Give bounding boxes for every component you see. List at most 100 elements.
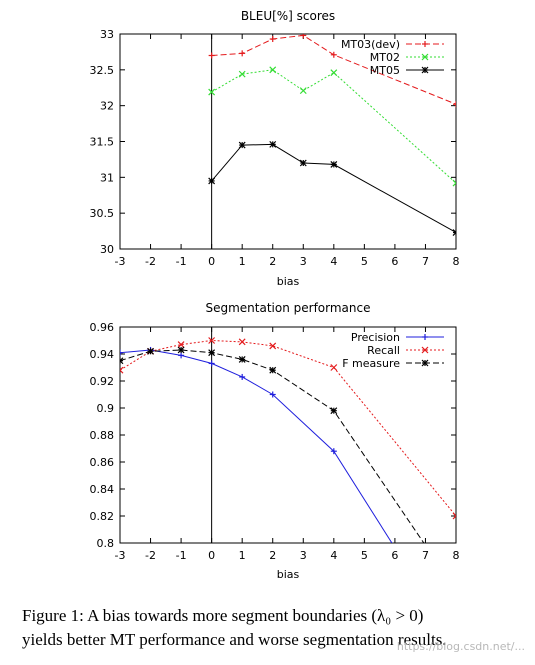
data-point [330,364,338,371]
data-point [239,50,246,57]
legend-marker [421,53,429,61]
x-tick-label: 1 [239,255,246,268]
chart-panel-1: BLEU[%] scores -3 -2 -1 0 1 2 3 4 5 6 7 8 30 30.5 31 31.… [90,9,460,288]
x-tick-label: 8 [453,255,460,268]
y-tick-label: 33 [100,28,114,41]
series-line-3 [120,349,425,543]
plot-frame [119,33,457,250]
x-tick-label: -1 [176,549,187,562]
y-tick-label: 0.9 [97,402,115,415]
data-point [269,140,277,148]
x-axis-label: bias [277,275,300,288]
data-point [238,338,246,346]
series-line-3 [211,143,456,233]
x-tick-label: 0 [208,549,215,562]
x-tick-label: -1 [176,255,187,268]
data-point [453,587,459,593]
figure-caption: Figure 1: A bias towards more segment bo… [22,604,532,652]
x-tick-label: 3 [300,549,307,562]
data-point [147,347,154,355]
data-point [452,229,456,236]
data-point [269,342,277,350]
caption-line-2: yields better MT performance and worse s… [22,630,447,649]
series-line-1 [211,34,456,105]
data-point [208,88,216,96]
legend-label: Recall [367,344,400,357]
y-tick-label: 31 [100,171,114,184]
x-tick-label: 6 [391,255,398,268]
x-tick-label: 6 [391,549,398,562]
legend-marker [422,41,428,47]
y-tick-label: 32.5 [90,64,115,77]
y-tick-label: 30.5 [90,207,115,220]
data-point [330,407,338,415]
series-group [208,34,456,236]
data-point [239,373,246,380]
series-line-2 [120,339,456,517]
y-tick-label: 0.88 [90,429,115,442]
y-tick-label: 0.96 [90,321,115,334]
data-point [330,448,337,455]
plot-frame [119,326,457,544]
x-tick-label: 4 [330,549,337,562]
data-point [208,52,215,59]
x-tick-label: 5 [361,255,368,268]
series-line-1 [120,349,393,543]
data-point [238,70,246,78]
x-tick-label: -2 [145,549,156,562]
legend-marker [421,359,429,367]
data-point [269,36,276,43]
y-tick-label: 0.84 [90,483,115,496]
data-point [120,349,123,356]
data-point [330,51,337,58]
x-tick-label: 8 [453,549,460,562]
y-tick-label: 32 [100,100,114,113]
data-point [208,177,216,185]
legend-label: MT03(dev) [341,38,400,51]
chart-title: Segmentation performance [205,301,370,315]
data-point [208,349,216,357]
data-point [208,360,215,367]
data-point [330,161,338,168]
data-point [208,337,216,344]
data-point [299,159,307,167]
legend-label: MT05 [370,64,400,77]
x-axis-label: bias [277,568,300,581]
y-tick-label: 31.5 [90,136,115,149]
data-point [453,101,456,108]
data-point [269,366,277,374]
data-point [300,34,307,39]
watermark: https://blog.csdn.net/... [396,640,525,653]
x-tick-label: 0 [208,255,215,268]
x-tick-label: 4 [330,255,337,268]
x-tick-label: -3 [115,549,126,562]
legend-marker [421,346,429,354]
x-tick-label: 5 [361,549,368,562]
y-tick-label: 0.94 [90,348,115,361]
data-point [177,346,185,354]
data-point [269,391,276,398]
x-tick-label: 7 [422,255,429,268]
x-tick-label: 2 [269,549,276,562]
x-tick-label: 7 [422,549,429,562]
legend-marker [422,334,428,340]
data-point [238,355,246,363]
caption-line-1: Figure 1: A bias towards more segment bo… [22,606,424,625]
data-point [120,357,124,365]
y-tick-label: 30 [100,243,114,256]
y-tick-label: 0.86 [90,456,115,469]
data-point [177,341,185,348]
y-tick-label: 0.8 [97,537,115,550]
data-point [452,512,456,520]
data-point [299,87,307,95]
data-point [178,352,185,359]
data-point [269,66,277,74]
data-point [452,179,456,187]
x-tick-label: -3 [115,255,126,268]
legend-label: Precision [351,331,400,344]
data-point [120,366,124,374]
legend-marker [421,66,429,74]
x-tick-label: -2 [145,255,156,268]
